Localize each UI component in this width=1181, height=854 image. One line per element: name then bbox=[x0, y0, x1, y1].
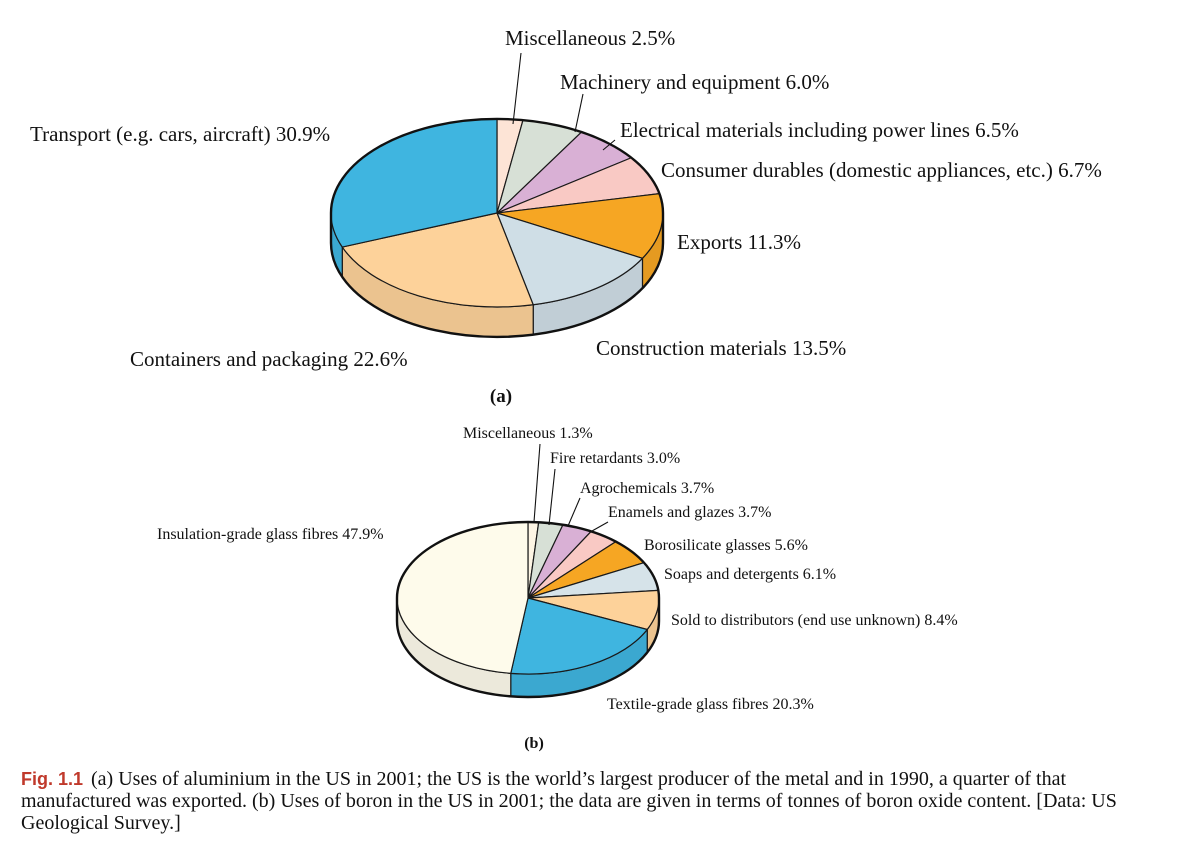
pie-chart-aluminium bbox=[329, 117, 665, 339]
pie-a-labels: Miscellaneous 2.5% Machinery and equipmen… bbox=[30, 26, 1102, 371]
pie-a-leader-electrical-materials-including-power-lines bbox=[602, 139, 616, 151]
pie-a-label-exports: Exports 11.3% bbox=[677, 230, 801, 254]
pie-b-label-sold-to-distributors-end-use-unknown: Sold to distributors (end use unknown) 8… bbox=[671, 612, 958, 629]
figure-caption: Fig. 1.1 (a) Uses of aluminium in the US … bbox=[21, 768, 1171, 834]
pie-b-label-textile-grade-glass-fibres: Textile-grade glass fibres 20.3% bbox=[607, 696, 814, 713]
pie-a-label-transport-e-g-cars-aircraft: Transport (e.g. cars, aircraft) 30.9% bbox=[30, 122, 330, 146]
caption-text: (a) Uses of aluminium in the US in 2001;… bbox=[21, 768, 1117, 834]
pie-a-label-containers-and-packaging: Containers and packaging 22.6% bbox=[130, 347, 408, 371]
pie-b-outline bbox=[395, 520, 661, 699]
pie-a-slice-construction-materials bbox=[496, 212, 644, 306]
pie-b-slice-textile-grade-glass-fibres bbox=[510, 597, 648, 675]
pie-b-labels: Miscellaneous 1.3% Fire retardants 3.0% Ag… bbox=[157, 425, 958, 713]
pie-b-label-soaps-and-detergents: Soaps and detergents 6.1% bbox=[664, 566, 836, 583]
figure-canvas: Miscellaneous 2.5% Machinery and equipmen… bbox=[30, 26, 1102, 752]
subplot-label-b: (b) bbox=[524, 735, 544, 752]
pie-b-label-fire-retardants: Fire retardants 3.0% bbox=[550, 450, 680, 467]
pie-a-leader-machinery-and-equipment bbox=[574, 93, 584, 133]
pie-a-label-consumer-durables-domestic-appliances-etc: Consumer durables (domestic appliances, … bbox=[661, 158, 1102, 182]
pie-b-label-enamels-and-glazes: Enamels and glazes 3.7% bbox=[608, 504, 772, 521]
pie-a-label-electrical-materials-including-power-lines: Electrical materials including power lin… bbox=[620, 118, 1019, 142]
subplot-label-a: (a) bbox=[490, 386, 512, 407]
pie-chart-boron bbox=[395, 520, 661, 699]
pie-a-outline bbox=[329, 117, 665, 339]
pie-b-leader-agrochemicals bbox=[567, 497, 581, 527]
pie-b-label-insulation-grade-glass-fibres: Insulation-grade glass fibres 47.9% bbox=[157, 526, 384, 543]
pie-b-leader-fire-retardants bbox=[548, 468, 556, 526]
pie-b-leader-miscellaneous bbox=[533, 443, 541, 523]
pie-b-label-miscellaneous: Miscellaneous 1.3% bbox=[463, 425, 593, 442]
pie-a-slice-containers-and-packaging bbox=[341, 212, 534, 308]
pie-a-label-machinery-and-equipment: Machinery and equipment 6.0% bbox=[560, 70, 829, 94]
pie-b-label-borosilicate-glasses: Borosilicate glasses 5.6% bbox=[644, 537, 808, 554]
pie-a-leader-miscellaneous bbox=[512, 52, 522, 125]
pie-a-label-miscellaneous: Miscellaneous 2.5% bbox=[505, 26, 675, 50]
pie-b-leader-enamels-and-glazes bbox=[591, 521, 609, 532]
pie-a-label-construction-materials: Construction materials 13.5% bbox=[596, 336, 846, 360]
pie-b-label-agrochemicals: Agrochemicals 3.7% bbox=[580, 480, 714, 497]
figure-number: Fig. 1.1 bbox=[21, 769, 84, 789]
